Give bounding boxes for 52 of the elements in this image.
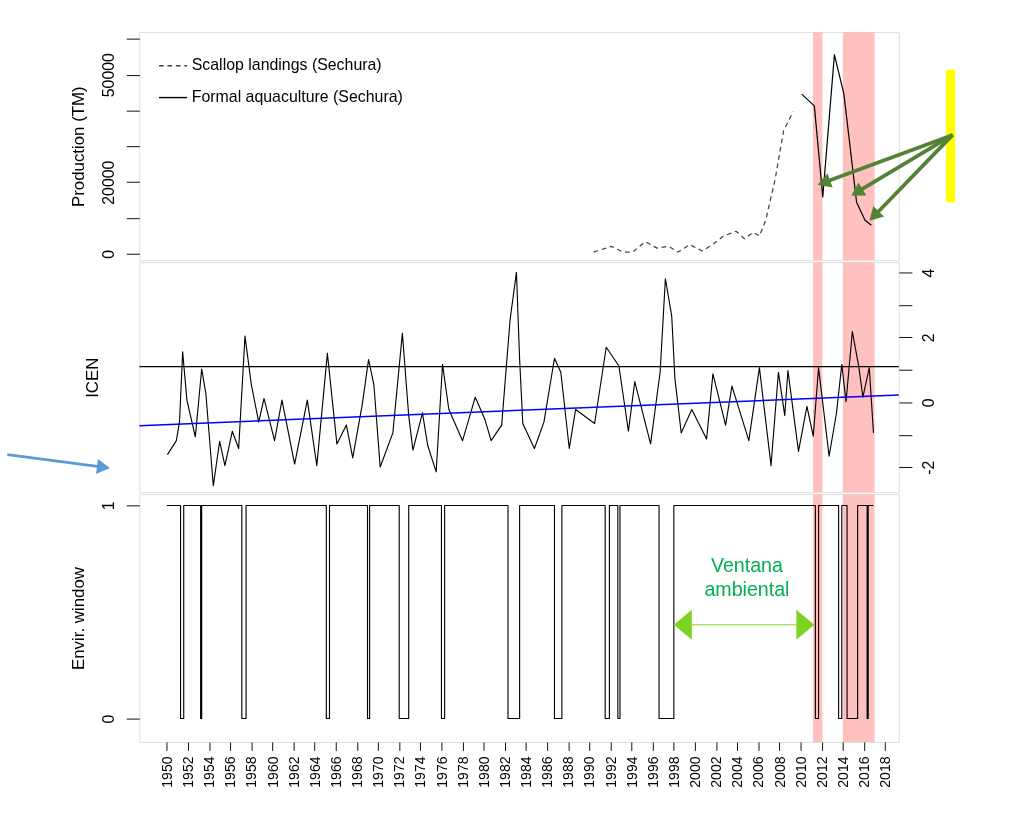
x-tick-label: 1966	[327, 756, 344, 788]
x-tick-label: 1962	[285, 756, 302, 788]
y-tick-label: 0	[99, 714, 117, 724]
x-tick-label: 1990	[581, 756, 598, 788]
x-tick-label: 1998	[665, 756, 682, 788]
x-tick-label: 1950	[158, 756, 175, 788]
y2-tick-label: -2	[919, 460, 937, 475]
x-tick-label: 1980	[475, 756, 492, 788]
y2-tick-label: 4	[919, 268, 937, 278]
line-series	[801, 54, 872, 226]
x-tick-label: 1974	[412, 756, 429, 788]
x-tick-label: 1984	[518, 756, 535, 788]
legend-label: Formal aquaculture (Sechura)	[191, 88, 403, 106]
x-tick-label: 2004	[729, 756, 746, 788]
x-tick-label: 1994	[623, 756, 640, 788]
x-tick-label: 1992	[602, 756, 619, 788]
y-tick-label: 0	[99, 249, 117, 259]
x-tick-label: 1960	[264, 756, 281, 788]
y2-tick-label: 2	[919, 333, 937, 343]
x-tick-label: 1952	[180, 756, 197, 788]
x-tick-label: 1956	[222, 756, 239, 788]
x-tick-label: 1986	[539, 756, 556, 788]
x-tick-label: 2016	[856, 756, 873, 788]
x-tick-label: 2002	[708, 756, 725, 788]
y-tick-label: 1	[99, 501, 117, 511]
x-tick-label: 1972	[391, 756, 408, 788]
x-tick-label: 2008	[771, 756, 788, 788]
x-tick-label: 2012	[813, 756, 830, 788]
x-tick-label: 1976	[433, 756, 450, 788]
line-series	[592, 111, 794, 253]
x-tick-label: 2010	[792, 756, 809, 788]
x-tick-label: 2018	[877, 756, 894, 788]
x-tick-label: 1988	[560, 756, 577, 788]
y-axis-title: Envir. window	[68, 566, 88, 670]
y-tick-label: 20000	[99, 160, 117, 205]
x-tick-label: 1970	[370, 756, 387, 788]
annotation: Ventana ambiental	[704, 553, 790, 600]
x-tick-label: 1978	[454, 756, 471, 788]
legend-label: Scallop landings (Sechura)	[191, 56, 382, 74]
y-axis-title: ICEN	[82, 357, 102, 398]
x-tick-label: 1964	[306, 756, 323, 788]
x-tick-label: 2014	[834, 756, 851, 788]
y-axis-title: Production (TM)	[68, 86, 88, 207]
y2-tick-label: 0	[919, 398, 937, 408]
x-tick-label: 1954	[201, 756, 218, 788]
x-tick-label: 1958	[243, 756, 260, 788]
x-tick-label: 1968	[349, 756, 366, 788]
x-tick-label: 2006	[750, 756, 767, 788]
x-tick-label: 1982	[496, 756, 513, 788]
y-tick-label: 50000	[99, 52, 117, 98]
x-tick-label: 1996	[644, 756, 661, 788]
x-tick-label: 2000	[687, 756, 704, 788]
